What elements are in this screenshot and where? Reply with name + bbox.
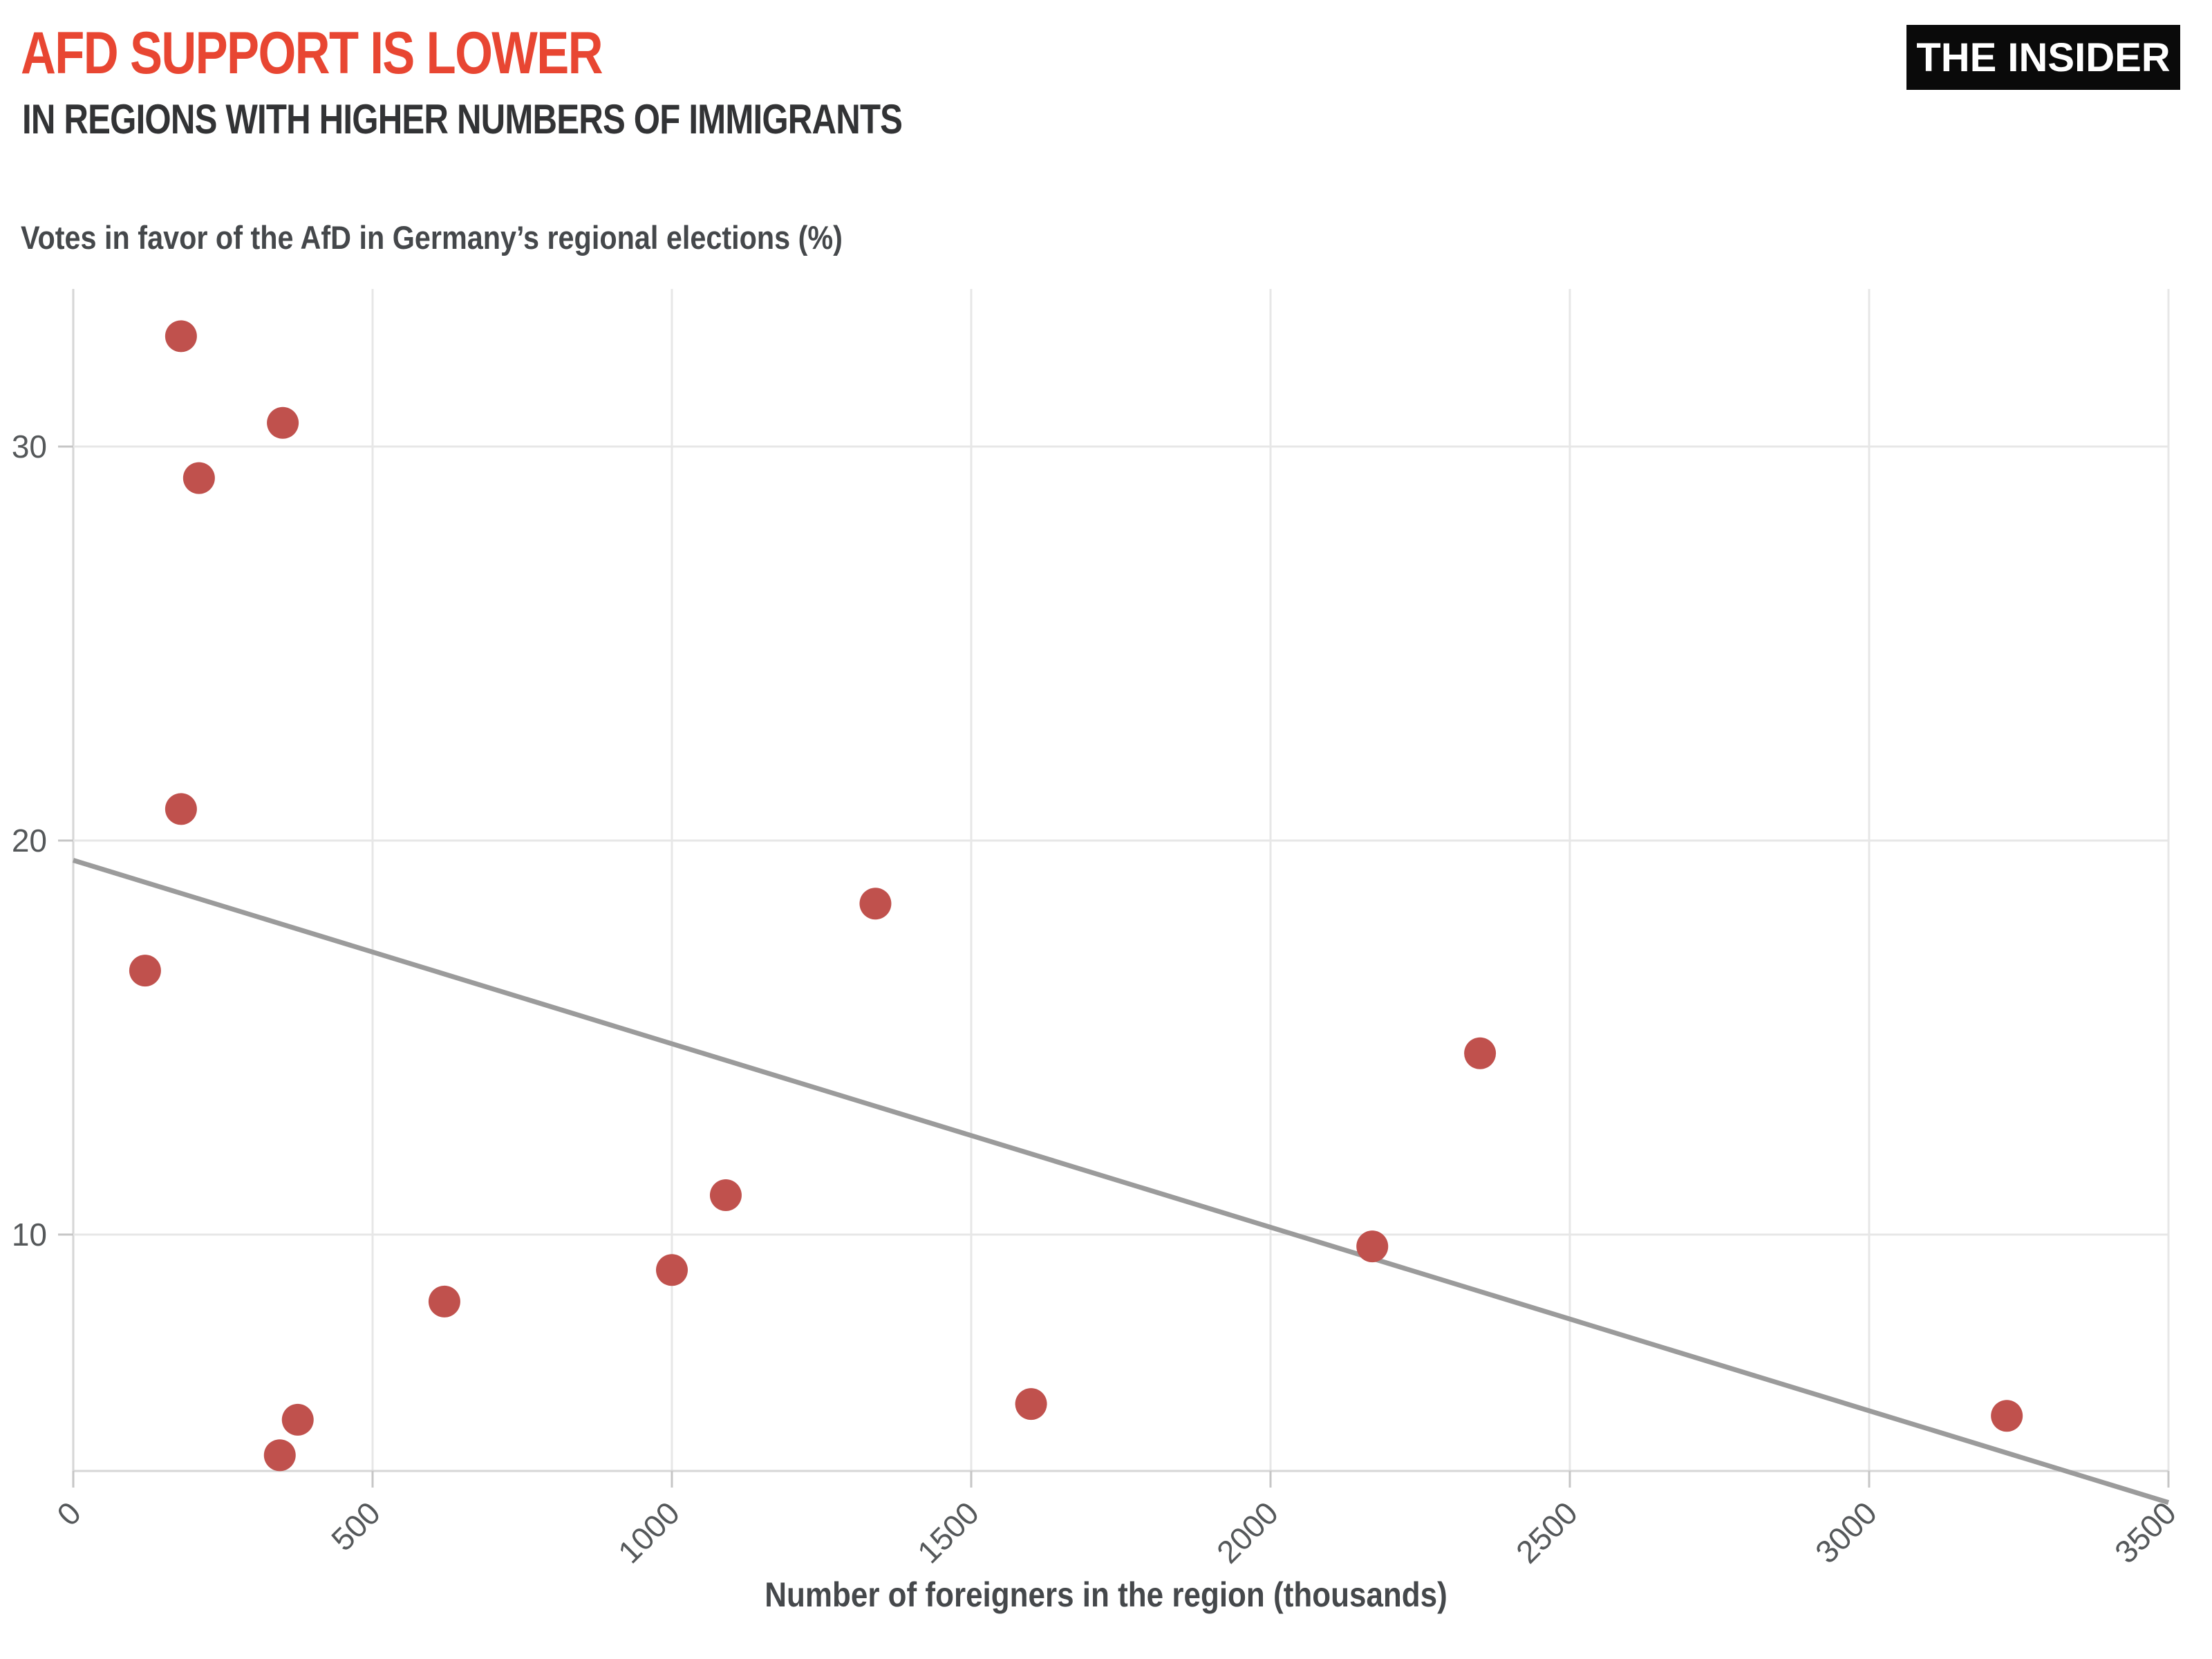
x-tick-label-2500: 2500: [1509, 1494, 1584, 1570]
data-point-11: [1015, 1388, 1047, 1421]
page-subtitle: IN REGIONS WITH HIGHER NUMBERS OF IMMIGR…: [22, 96, 903, 142]
x-tick-label-1000: 1000: [611, 1494, 686, 1570]
data-point-6: [1464, 1037, 1497, 1069]
trend-line-group: [72, 858, 2170, 1505]
y-tick-labels: 10 20 30: [12, 429, 47, 1253]
x-tick-label-2000: 2000: [1210, 1494, 1285, 1570]
data-point-10: [428, 1285, 460, 1318]
data-point-4: [129, 955, 161, 987]
data-point-0: [165, 320, 197, 353]
x-tick-labels: 0 500 1000 1500 2000 2500 3000 3500: [50, 1494, 2183, 1570]
data-point-1: [267, 406, 299, 439]
x-tick-label-3500: 3500: [2108, 1494, 2183, 1570]
gridlines: [72, 289, 2170, 1471]
data-point-9: [656, 1254, 688, 1286]
the-insider-logo: THE INSIDER: [1906, 25, 2180, 90]
data-point-3: [165, 793, 197, 825]
x-tick-label-1500: 1500: [910, 1494, 986, 1570]
trend-line: [72, 858, 2170, 1505]
page-title: AFD SUPPORT IS LOWER: [21, 20, 603, 86]
data-point-12: [1991, 1400, 2023, 1432]
x-tick-label-3000: 3000: [1808, 1494, 1884, 1570]
y-tick-label-30: 30: [12, 429, 47, 465]
y-tick-label-20: 20: [12, 823, 47, 859]
x-axis-title: Number of foreigners in the region (thou…: [765, 1575, 1447, 1614]
x-tick-label-0: 0: [50, 1494, 88, 1533]
data-point-13: [281, 1403, 314, 1436]
y-tick-label-10: 10: [12, 1217, 47, 1253]
x-tick-label-500: 500: [324, 1494, 387, 1557]
scatter-points: [129, 320, 2023, 1472]
data-point-14: [263, 1439, 296, 1472]
data-point-5: [859, 888, 892, 920]
data-point-8: [1356, 1230, 1389, 1263]
data-point-7: [709, 1179, 742, 1211]
data-point-2: [182, 462, 215, 494]
tick-marks: [58, 445, 2170, 1488]
y-axis-title: Votes in favor of the AfD in Germany’s r…: [21, 219, 843, 256]
